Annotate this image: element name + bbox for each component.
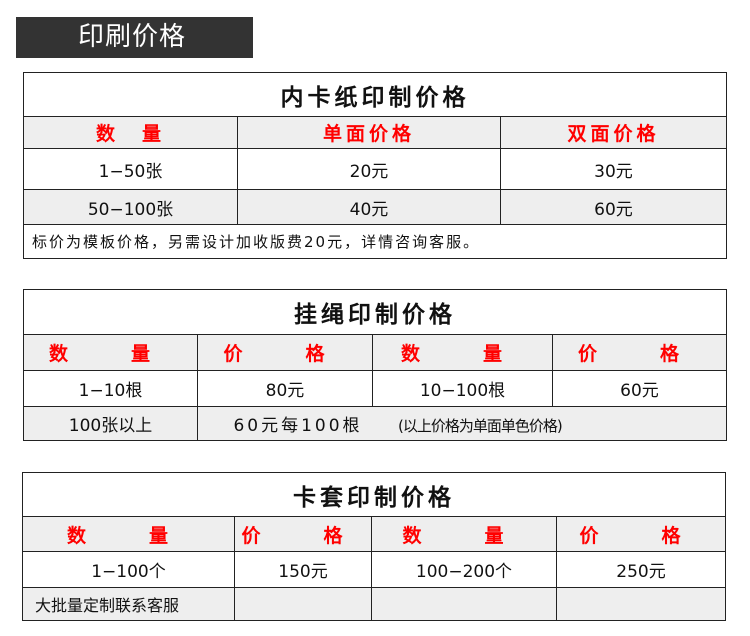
header-quantity: 数 量 xyxy=(371,516,557,552)
header-quantity: 数 量 xyxy=(22,516,235,552)
cell: 80元 xyxy=(197,370,373,407)
table-row: 1−50张 20元 30元 xyxy=(23,148,727,190)
cell: 10−100根 xyxy=(372,370,553,407)
header-quantity: 数 量 xyxy=(23,116,238,149)
cell: 50−100张 xyxy=(23,189,238,225)
empty-cell xyxy=(234,587,372,621)
table-title: 卡套印制价格 xyxy=(22,472,726,517)
cell: 100−200个 xyxy=(371,551,557,588)
cell: 40元 xyxy=(237,189,501,225)
price-remark: (以上价格为单面单色价格) xyxy=(398,417,563,435)
cell: 150元 xyxy=(234,551,372,588)
cell: 60元 xyxy=(552,370,727,407)
header-quantity: 数 量 xyxy=(23,334,198,371)
header-price: 价 格 xyxy=(552,334,727,371)
cell: 100张以上 xyxy=(23,406,198,441)
bulk-note: 大批量定制联系客服 xyxy=(22,587,235,621)
cell: 250元 xyxy=(556,551,726,588)
table-row: 50−100张 40元 60元 xyxy=(23,189,727,225)
cell: 30元 xyxy=(500,148,727,190)
cell: 1−50张 xyxy=(23,148,238,190)
cell: 60元 xyxy=(500,189,727,225)
cell: 1−10根 xyxy=(23,370,198,407)
table-row: 100张以上 60元每100根 (以上价格为单面单色价格) xyxy=(23,406,727,441)
header-price: 价 格 xyxy=(556,516,726,552)
table-row: 1−100个 150元 100−200个 250元 xyxy=(22,551,726,588)
price-note: 标价为模板价格，另需设计加收版费20元，详情咨询客服。 xyxy=(23,224,727,259)
section-banner: 印刷价格 xyxy=(16,17,253,58)
header-quantity: 数 量 xyxy=(372,334,553,371)
bulk-price: 60元每100根 xyxy=(233,416,363,436)
cell: 20元 xyxy=(237,148,501,190)
table-title: 挂绳印制价格 xyxy=(23,289,727,335)
inner-card-price-table: 内卡纸印制价格 数 量单面价格 双面价格 1−50张 20元 30元 50−100张 4… xyxy=(23,72,727,259)
header-price: 价 格 xyxy=(197,334,373,371)
lanyard-price-table: 挂绳印制价格 数 量价 格数 量价 格 1−10根 80元 10−100根 60元 1… xyxy=(23,289,727,441)
header-price: 价 格 xyxy=(234,516,372,552)
table-row: 大批量定制联系客服 xyxy=(22,587,726,621)
empty-cell xyxy=(371,587,557,621)
card-sleeve-price-table: 卡套印制价格 数 量价 格数 量价 格 1−100个 150元 100−200个 25… xyxy=(22,472,726,621)
bulk-price-cell: 60元每100根 (以上价格为单面单色价格) xyxy=(197,406,727,441)
table-title: 内卡纸印制价格 xyxy=(23,72,727,117)
empty-cell xyxy=(556,587,726,621)
header-single-side: 单面价格 xyxy=(237,116,501,149)
header-double-side: 双面价格 xyxy=(500,116,727,149)
table-row: 1−10根 80元 10−100根 60元 xyxy=(23,370,727,407)
cell: 1−100个 xyxy=(22,551,235,588)
